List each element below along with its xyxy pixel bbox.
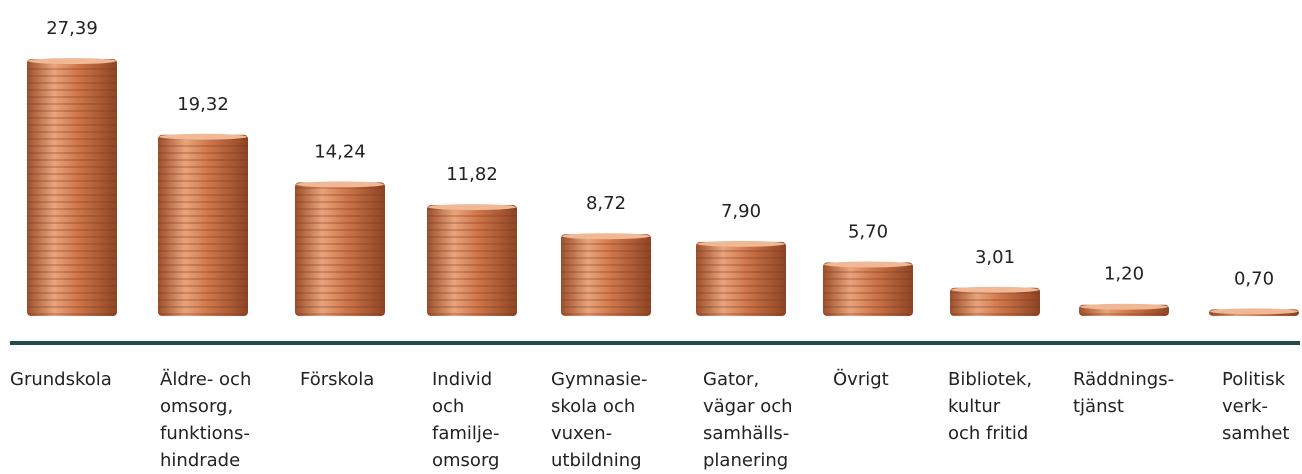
category-label: Gator,: [703, 369, 759, 390]
value-label: 8,72: [586, 193, 626, 214]
category-label: utbildning: [551, 450, 642, 471]
coin-top: [28, 58, 116, 65]
category-label: Politisk: [1222, 369, 1286, 390]
category-label: verk-: [1222, 396, 1268, 417]
value-label: 14,24: [314, 141, 366, 162]
category-label: funktions-: [160, 423, 250, 444]
category-label: Gymnasie-: [551, 369, 648, 390]
coin-ridges: [427, 205, 517, 316]
category-label: samhälls-: [703, 423, 789, 444]
coin-top: [428, 204, 516, 211]
category-label: Räddnings-: [1073, 369, 1174, 390]
value-label: 5,70: [848, 222, 888, 243]
coin-ridges: [950, 287, 1040, 316]
value-label: 3,01: [975, 247, 1015, 268]
category-label: och fritid: [948, 423, 1028, 444]
coin-ridges: [823, 262, 913, 316]
category-label: vägar och: [703, 396, 793, 417]
value-label: 27,39: [46, 18, 98, 39]
coin-top: [159, 133, 247, 140]
coin-ridges: [295, 182, 385, 316]
category-label: Förskola: [300, 369, 374, 390]
category-label: och: [432, 396, 464, 417]
category-label: Äldre- och: [160, 369, 251, 390]
coin-ridges: [561, 234, 651, 316]
coin-top: [697, 240, 785, 247]
coin-top: [1210, 308, 1298, 315]
category-label: vuxen-: [551, 423, 612, 444]
coin-ridges: [27, 59, 117, 317]
value-label: 7,90: [721, 201, 761, 222]
category-label: samhet: [1222, 423, 1289, 444]
value-label: 19,32: [177, 94, 229, 115]
category-label: Grundskola: [10, 369, 112, 390]
coin-top: [562, 233, 650, 240]
category-label: familje-: [432, 423, 499, 444]
value-label: 0,70: [1234, 268, 1274, 289]
value-label: 11,82: [446, 164, 498, 185]
category-label: skola och: [551, 396, 635, 417]
category-label: tjänst: [1073, 396, 1124, 417]
category-label: hindrade: [160, 450, 240, 471]
category-label: planering: [703, 450, 788, 471]
coin-top: [951, 286, 1039, 293]
category-label: Individ: [432, 369, 492, 390]
category-label: omsorg,: [160, 396, 233, 417]
coin-ridges: [158, 134, 248, 316]
coin-top: [296, 181, 384, 188]
value-label: 1,20: [1104, 264, 1144, 285]
coin-top: [1080, 303, 1168, 310]
category-label: Övrigt: [833, 368, 889, 390]
coin-top: [824, 261, 912, 268]
coin-ridges: [696, 241, 786, 316]
category-label: omsorg: [432, 450, 499, 471]
baseline: [10, 341, 1300, 345]
category-label: Bibliotek,: [948, 369, 1032, 390]
category-label: kultur: [948, 396, 1001, 417]
